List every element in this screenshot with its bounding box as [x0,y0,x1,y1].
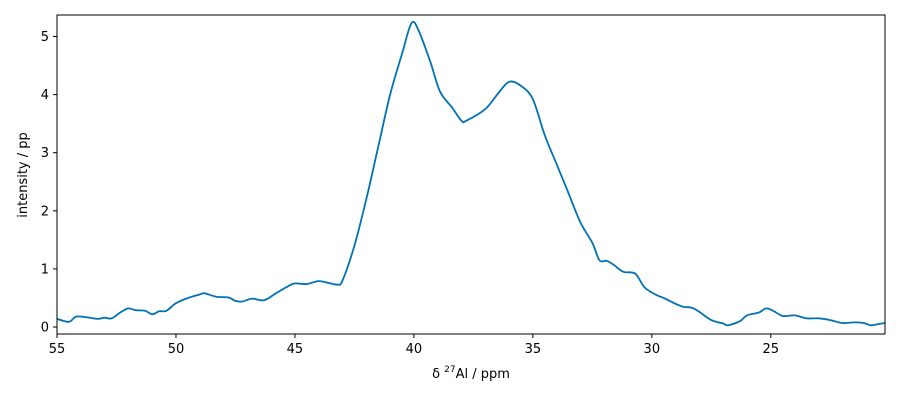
y-axis-label: intensity / pp [16,132,31,218]
y-tick-label: 1 [41,262,49,277]
x-axis-label: δ 27Al / ppm [432,365,510,382]
series-line [57,20,885,327]
x-tick-label: 50 [168,342,185,357]
x-tick-label: 40 [406,342,423,357]
x-tick-label: 35 [525,342,542,357]
y-tick-label: 3 [41,146,49,161]
x-tick-label: 30 [644,342,661,357]
plot-area [56,14,886,335]
x-tick-label: 25 [763,342,780,357]
y-tick-label: 2 [41,204,49,219]
x-tick-label: 45 [287,342,304,357]
plot-frame [56,14,886,335]
y-tick-label: 4 [41,88,49,103]
y-axis: 0 1 2 3 4 5 [41,30,57,336]
y-tick-label: 5 [41,30,49,45]
x-axis: 55 50 45 40 35 30 25 [49,334,779,357]
x-tick-label: 55 [49,342,66,357]
y-tick-label: 0 [41,321,49,336]
